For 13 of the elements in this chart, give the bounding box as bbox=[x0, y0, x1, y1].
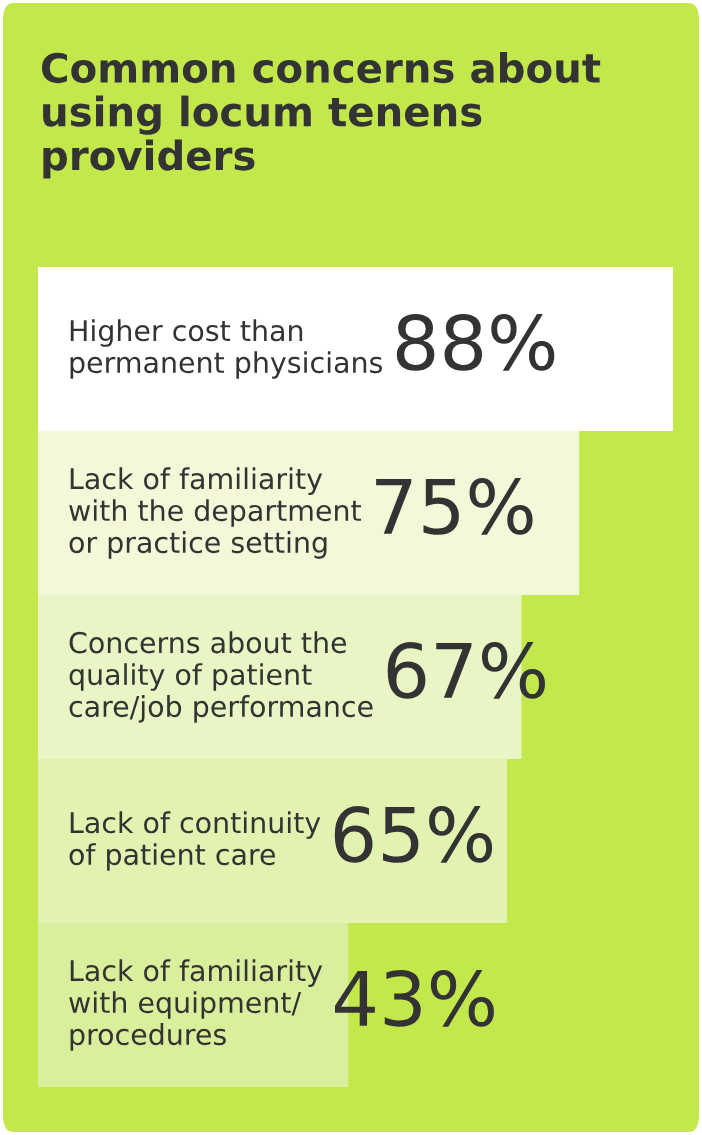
chart-title: Common concerns about using locum tenens providers bbox=[42, 52, 601, 179]
bar bbox=[38, 759, 508, 923]
data-label: 65% bbox=[334, 806, 493, 863]
y-tick-label: Lack of familiarity with the department or practice setting bbox=[69, 467, 361, 559]
data-label: 88% bbox=[396, 314, 555, 371]
y-tick-label: Lack of familiarity with equipment/ procedures bbox=[69, 959, 323, 1051]
bar bbox=[38, 431, 580, 595]
bar bbox=[38, 267, 673, 431]
y-tick-label: Concerns about the quality of patient care/job performance bbox=[69, 631, 373, 723]
y-tick-label: Lack of continuity of patient care bbox=[69, 811, 321, 871]
data-label: 43% bbox=[335, 970, 494, 1027]
data-label: 75% bbox=[376, 478, 533, 535]
y-tick-label: Higher cost than permanent physicians bbox=[70, 319, 383, 379]
